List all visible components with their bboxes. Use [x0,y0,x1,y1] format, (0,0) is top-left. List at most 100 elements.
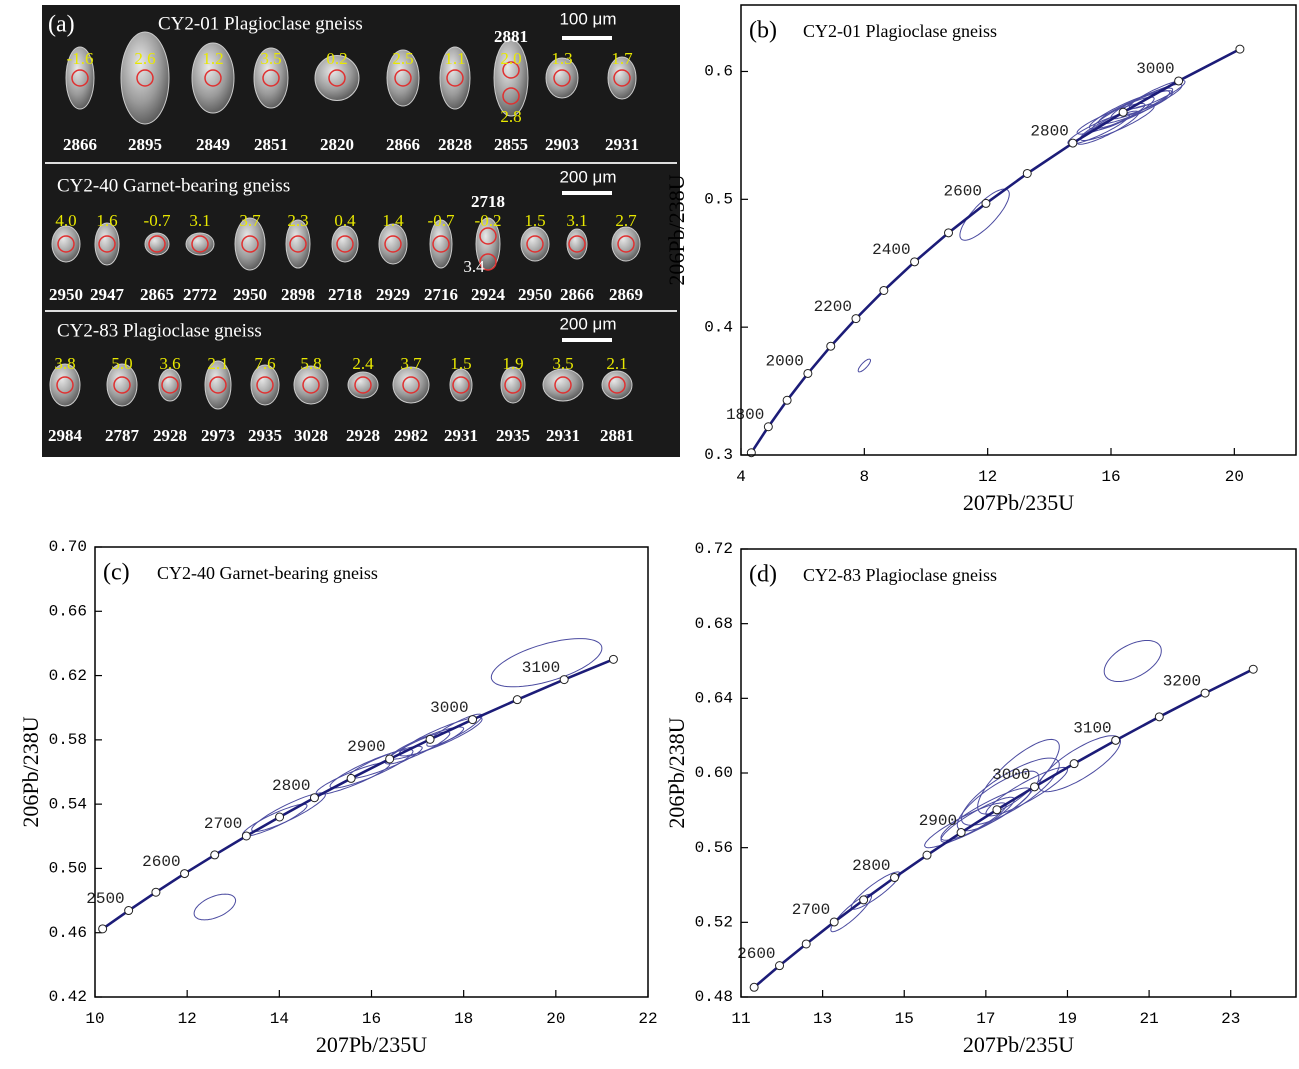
concordia-point [992,805,1002,815]
concordia-point [151,887,161,897]
x-tick-label: 23 [1221,1010,1240,1028]
concordia-point [468,715,478,725]
y-tick-label: 0.42 [49,988,87,1006]
analysis-spot [504,376,522,394]
age-label: 2600 [737,945,775,963]
analysis-spot [302,376,320,394]
zircon-grain [94,222,120,266]
zircon-grain [439,46,471,110]
zircon-grain [449,368,473,402]
analysis-spot [402,376,420,394]
concordia-point [859,895,869,905]
zircon-grain [65,46,95,110]
zircon-grain [542,368,584,402]
hf-value: 3.7 [239,211,261,230]
x-tick-label: 8 [860,468,870,486]
age-label: 2900 [919,812,957,830]
age-label: 2869 [609,285,643,304]
analysis-spot [554,376,572,394]
y-tick-label: 0.52 [695,914,733,932]
hf-value: 3.4 [463,257,485,276]
analysis-spot [479,253,497,271]
analysis-spot [56,376,74,394]
age-label: 2903 [545,135,579,154]
analysis-spot [394,69,412,87]
y-tick-label: 0.60 [695,764,733,782]
age-label: 3000 [430,699,468,717]
age-label: 2800 [852,857,890,875]
age-label: 3100 [1073,720,1111,738]
age-label: 2900 [347,738,385,756]
age-label: 1800 [726,406,764,424]
concordia-point [559,675,569,685]
age-label: 2851 [254,135,288,154]
y-tick-label: 0.50 [49,860,87,878]
plot-frame [94,546,649,998]
plot-frame [740,4,1297,456]
hf-value: 1.3 [551,49,572,68]
x-tick-label: 10 [85,1010,104,1028]
group-title: CY2-83 Plagioclase gneiss [57,320,262,341]
concordia-point [98,924,108,934]
analysis-spot [354,376,372,394]
age-label: 2800 [272,777,310,795]
analysis-spot [57,235,75,253]
error-ellipse [924,802,1007,849]
error-ellipse [1103,640,1162,682]
age-label: 3100 [522,659,560,677]
error-ellipse [251,792,326,833]
zircon-grain [347,371,379,399]
age-label: 2866 [386,135,420,154]
age-label: 2500 [86,890,124,908]
error-ellipse [1088,90,1171,130]
hf-value: 7.6 [254,354,275,373]
concordia-point [749,982,759,992]
analysis-spot [526,235,544,253]
zircon-grain [185,232,215,256]
y-axis-label: 206Pb/238U [664,717,689,828]
age-label: 2718 [471,192,505,211]
zircon-grain [500,366,526,404]
concordia-point [922,850,932,860]
age-label: 3200 [1163,672,1201,690]
y-tick-label: 0.48 [695,988,733,1006]
hf-value: 3.5 [552,354,573,373]
y-tick-label: 0.68 [695,615,733,633]
panel-label: (b) [749,18,777,44]
concordia-point [180,869,190,879]
y-tick-label: 0.58 [49,731,87,749]
analysis-spot [568,235,586,253]
hf-value: 1.5 [450,354,471,373]
concordia-point [981,198,991,208]
age-label: 2866 [63,135,97,154]
concordia-point [1174,76,1184,86]
zircon-grain [545,57,579,99]
x-tick-label: 12 [178,1010,197,1028]
x-axis-label: 207Pb/235U [963,1032,1074,1057]
error-ellipse [1128,79,1186,109]
age-label: 2950 [233,285,267,304]
age-label: 2700 [204,815,242,833]
age-label: 3028 [294,426,328,445]
hf-value: 2.1 [606,354,627,373]
concordia-point [275,812,285,822]
y-tick-label: 0.64 [695,690,733,708]
concordia-point [829,917,839,927]
error-ellipse [977,738,1060,815]
scale-label: 200 μm [559,167,616,186]
x-tick-label: 14 [270,1010,289,1028]
error-ellipse [960,757,1060,826]
error-ellipse [959,188,1010,241]
age-label: 2849 [196,135,230,154]
zircon-grain [49,363,81,407]
zircon-grain [285,219,311,269]
hf-value: 2.8 [500,107,521,126]
x-tick-label: 4 [736,468,746,486]
age-label: 2855 [494,135,528,154]
analysis-spot [384,235,402,253]
age-label: 2600 [142,853,180,871]
scale-label: 100 μm [559,9,616,28]
concordia-curve [753,668,1254,989]
chart-title: CY2-40 Garnet-bearing gneiss [157,563,378,583]
group-title: CY2-40 Garnet-bearing gneiss [57,175,290,196]
